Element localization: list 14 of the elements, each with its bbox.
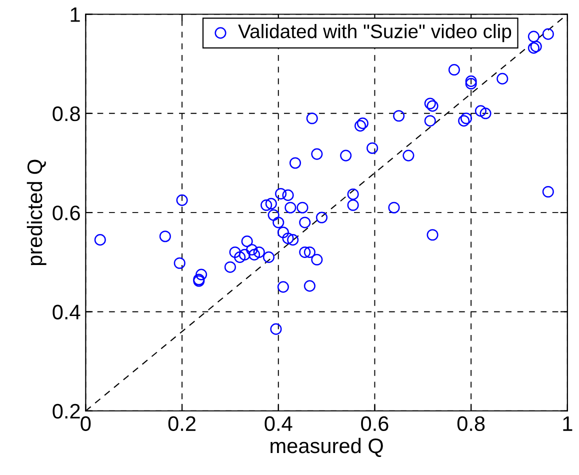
y-tick-label: 1 <box>70 7 80 22</box>
x-axis-title: measured Q <box>270 438 383 457</box>
legend-label: Validated with "Suzie" video clip <box>238 24 512 42</box>
x-tick-label: 0 <box>80 416 91 432</box>
y-tick-label: 0.6 <box>52 206 80 220</box>
y-tick-label: 0.4 <box>52 304 80 320</box>
x-tick-label: 0.4 <box>264 416 292 432</box>
y-tick-label: 0.8 <box>52 106 80 122</box>
x-tick-label: 1 <box>563 416 572 431</box>
y-tick-label: 0.2 <box>52 404 80 419</box>
x-tick-label: 0.6 <box>361 416 388 432</box>
x-tick-label: 0.2 <box>168 416 196 432</box>
y-axis-title: predicted Q <box>26 160 46 266</box>
x-tick-label: 0.8 <box>457 416 485 432</box>
